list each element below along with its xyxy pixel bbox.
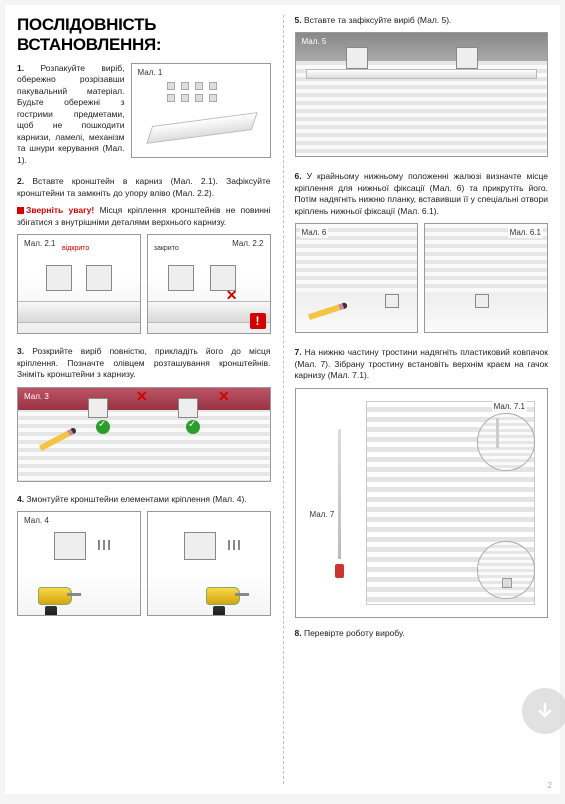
figure-3-label: Мал. 3 <box>22 391 51 402</box>
step-7-body: На нижню частину тростини надягніть плас… <box>295 347 549 380</box>
step-3-num: 3. <box>17 346 24 356</box>
figure-2-2-label: Мал. 2.2 <box>230 238 265 249</box>
figure-7-label: Мал. 7 <box>308 509 337 520</box>
fig4r-bracket <box>184 532 216 560</box>
step-1-text: 1. Розпакуйте виріб, обережно розрізавши… <box>17 63 125 166</box>
step-6-body: У крайньому нижньому положенні жалюзі ви… <box>295 171 549 215</box>
figure-5-label: Мал. 5 <box>300 36 329 47</box>
figure-6-label: Мал. 6 <box>300 227 329 238</box>
fig61-clip <box>475 294 489 308</box>
warn-label: Зверніть увагу! <box>26 205 94 215</box>
fig5-frame <box>296 33 548 61</box>
step-1-body: Розпакуйте виріб, обережно розрізавши па… <box>17 63 125 165</box>
fig4r-drill-icon <box>206 587 250 616</box>
figure-1-label: Мал. 1 <box>136 67 165 78</box>
fig3-bracket-2 <box>178 398 198 418</box>
right-column: 5. Вставте та зафіксуйте виріб (Мал. 5).… <box>283 5 561 794</box>
fig1-rail <box>146 112 257 144</box>
warn-icon <box>17 207 24 214</box>
page-number: 2 <box>548 781 552 790</box>
fig22-x-icon: ✕ <box>226 287 238 304</box>
fig21-bracket-2 <box>86 265 112 291</box>
step-1: 1. Розпакуйте виріб, обережно розрізавши… <box>17 63 271 166</box>
step-4-text: 4. Змонтуйте кронштейни елементами кріпл… <box>17 494 271 505</box>
figure-4-left: Мал. 4 <box>17 511 141 616</box>
step-2-body: Вставте кронштейн в карниз (Мал. 2.1). З… <box>17 176 271 197</box>
figure-7-1-label: Мал. 7.1 <box>492 401 527 412</box>
step-2-text: 2. Вставте кронштейн в карниз (Мал. 2.1)… <box>17 176 271 199</box>
figure-2-2: закрито Мал. 2.2 ✕ ! <box>147 234 271 334</box>
step-8-body: Перевірте роботу виробу. <box>304 628 405 638</box>
fig21-beam <box>17 301 141 323</box>
next-page-button[interactable] <box>522 688 565 734</box>
step-2-warn: Зверніть увагу! Місця кріплення кронштей… <box>17 205 271 228</box>
fig3-x1-icon: ✕ <box>136 388 148 405</box>
step-1-num: 1. <box>17 63 24 73</box>
step-4-num: 4. <box>17 494 24 504</box>
fig22-warn-badge: ! <box>250 313 266 329</box>
step-8-text: 8. Перевірте роботу виробу. <box>295 628 549 639</box>
fig7-wand-cap <box>335 564 344 578</box>
fig4r-screws <box>228 540 240 550</box>
fig5-bracket-1 <box>346 47 368 69</box>
step-6-text: 6. У крайньому нижньому положенні жалюзі… <box>295 171 549 217</box>
fig3-bracket-1 <box>88 398 108 418</box>
fig7-wand <box>338 429 341 559</box>
figure-2-row: Мал. 2.1 відкрито закрито Мал. 2.2 ✕ ! <box>17 234 271 334</box>
step-5-text: 5. Вставте та зафіксуйте виріб (Мал. 5). <box>295 15 549 26</box>
fig22-bracket-1 <box>168 265 194 291</box>
figure-6-1-label: Мал. 6.1 <box>508 227 543 238</box>
fig3-ok2-icon <box>186 420 200 434</box>
step-5-body: Вставте та зафіксуйте виріб (Мал. 5). <box>304 15 451 25</box>
step-3-text: 3. Розкрийте виріб повністю, прикладіть … <box>17 346 271 380</box>
step-7-num: 7. <box>295 347 302 357</box>
closed-label: закрито <box>154 245 179 252</box>
figure-4-row: Мал. 4 <box>17 511 271 616</box>
figure-7: Мал. 7 Мал. 7.1 <box>295 388 549 618</box>
fig5-rail <box>306 69 538 79</box>
step-4-body: Змонтуйте кронштейни елементами кріпленн… <box>26 494 246 504</box>
figure-6: Мал. 6 <box>295 223 419 333</box>
page-title: ПОСЛІДОВНІСТЬ ВСТАНОВЛЕННЯ: <box>17 15 271 55</box>
figure-4-label: Мал. 4 <box>22 515 51 526</box>
fig4l-drill-icon <box>38 587 82 616</box>
left-column: ПОСЛІДОВНІСТЬ ВСТАНОВЛЕННЯ: 1. Розпакуйт… <box>5 5 283 794</box>
figure-3: Мал. 3 ✕ ✕ <box>17 387 271 482</box>
figure-6-row: Мал. 6 Мал. 6.1 <box>295 223 549 333</box>
figure-2-1: Мал. 2.1 відкрито <box>17 234 141 334</box>
figure-2-1-label: Мал. 2.1 <box>22 238 57 249</box>
figure-5: Мал. 5 <box>295 32 549 157</box>
fig21-bracket-1 <box>46 265 72 291</box>
figure-1: Мал. 1 <box>131 63 271 158</box>
figure-4-right <box>147 511 271 616</box>
fig6-clip <box>385 294 399 308</box>
figure-6-1: Мал. 6.1 <box>424 223 548 333</box>
step-2-num: 2. <box>17 176 24 186</box>
step-3-body: Розкрийте виріб повністю, прикладіть йог… <box>17 346 271 379</box>
fig7-zoom-top <box>477 413 535 471</box>
chevron-down-icon <box>535 701 555 721</box>
fig4l-screws <box>98 540 110 550</box>
step-7-text: 7. На нижню частину тростини надягніть п… <box>295 347 549 381</box>
fig4l-bracket <box>54 532 86 560</box>
step-8-num: 8. <box>295 628 302 638</box>
instruction-page: ПОСЛІДОВНІСТЬ ВСТАНОВЛЕННЯ: 1. Розпакуйт… <box>5 5 560 794</box>
step-6-num: 6. <box>295 171 302 181</box>
fig1-parts <box>167 82 219 102</box>
step-5-num: 5. <box>295 15 302 25</box>
fig7-zoom-bottom <box>477 541 535 599</box>
fig3-x2-icon: ✕ <box>218 388 230 405</box>
fig5-bracket-2 <box>456 47 478 69</box>
open-label: відкрито <box>62 245 89 252</box>
fig3-ok1-icon <box>96 420 110 434</box>
